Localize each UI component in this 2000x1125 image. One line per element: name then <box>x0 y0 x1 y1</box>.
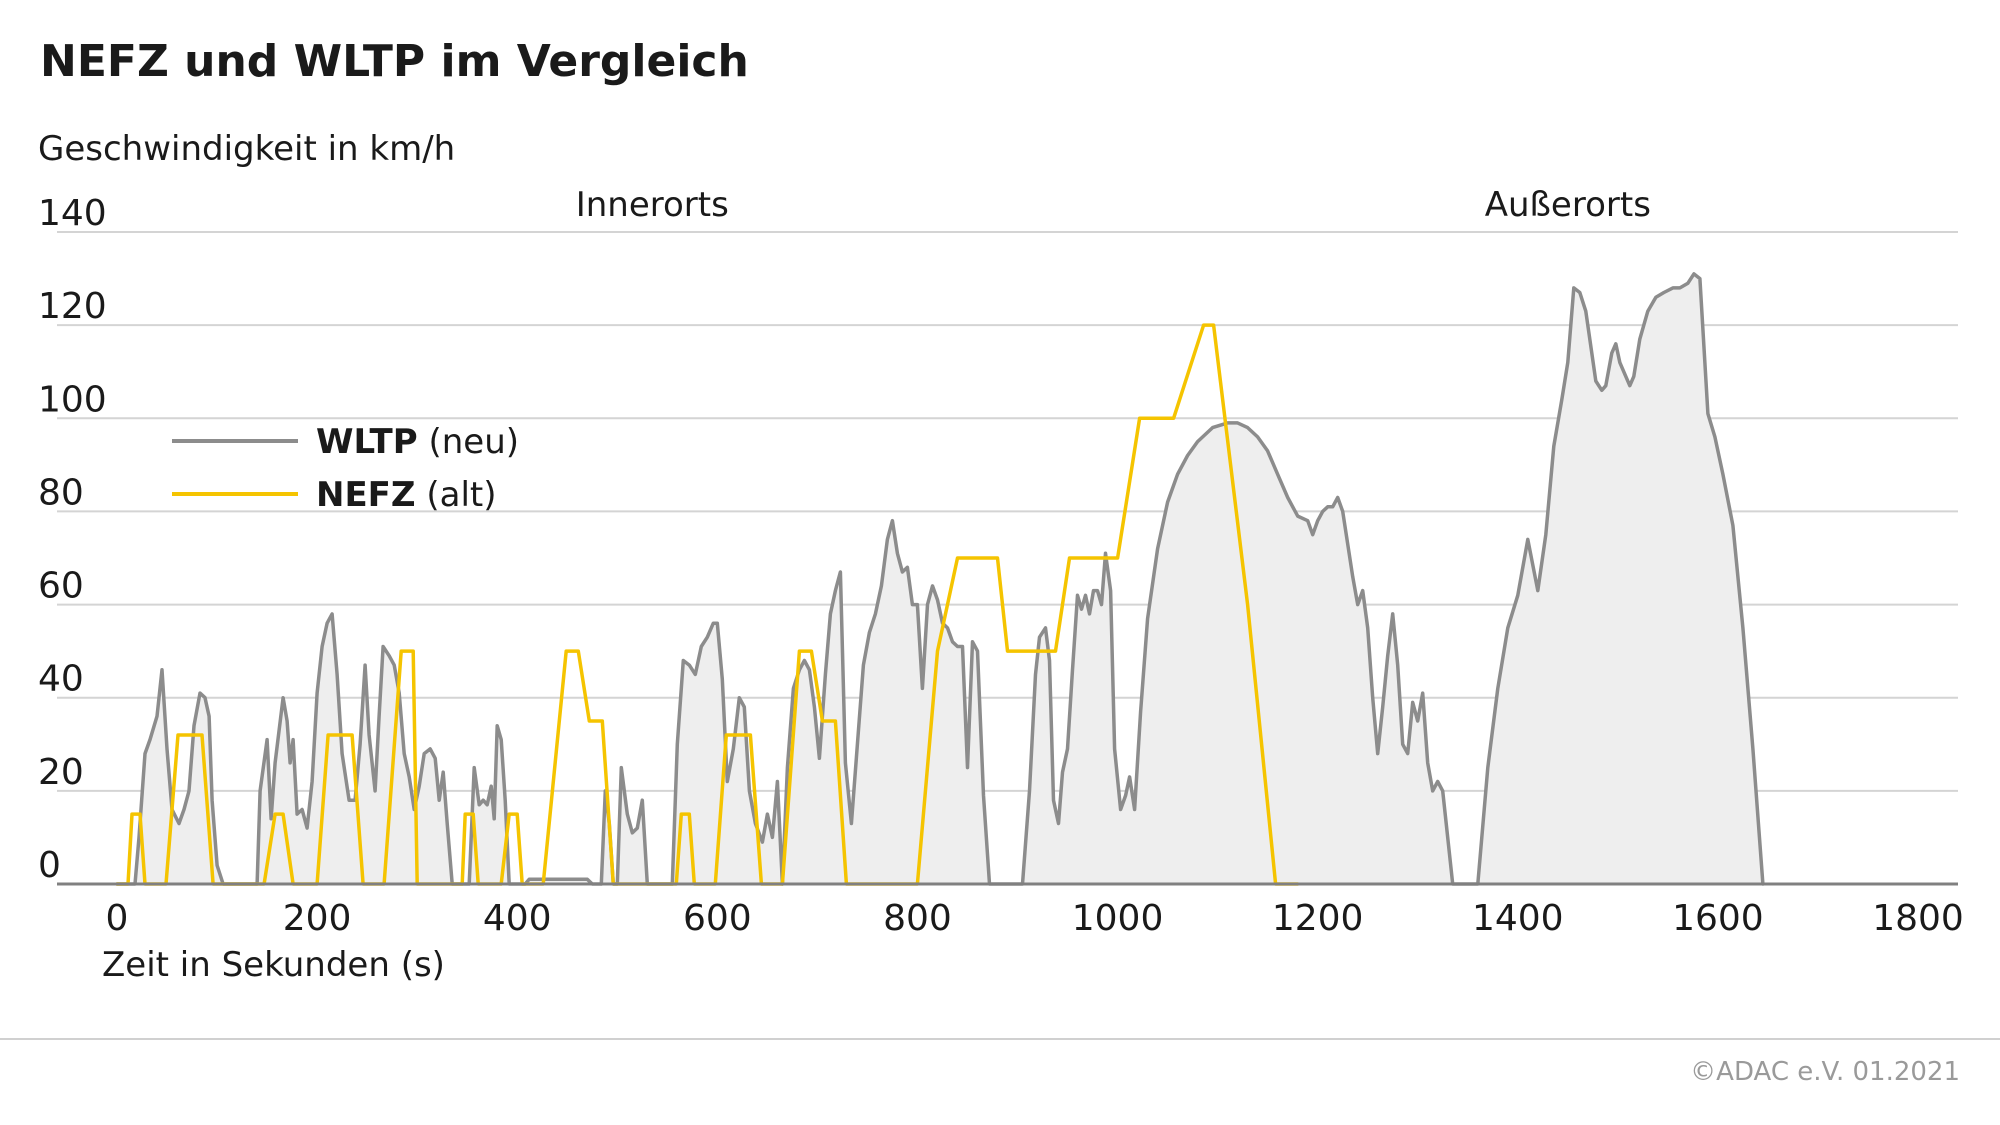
legend-note-wltp: (neu) <box>418 422 519 462</box>
y-tick-label-20: 20 <box>38 752 84 793</box>
x-tick-label-1600: 1600 <box>1672 898 1764 939</box>
footer-credit: ©ADAC e.V. 01.2021 <box>1690 1057 1960 1087</box>
y-tick-label-120: 120 <box>38 286 107 327</box>
x-tick-label-1400: 1400 <box>1472 898 1564 939</box>
series-area-wltp <box>117 273 1763 884</box>
legend-label-nefz: NEFZ (alt) <box>316 475 497 515</box>
y-tick-label-100: 100 <box>38 379 107 420</box>
region-labels: Innerorts Außerorts <box>576 185 1651 225</box>
y-tick-label-40: 40 <box>38 659 84 700</box>
legend-label-wltp: WLTP (neu) <box>316 422 519 462</box>
x-tick-label-0: 0 <box>106 898 129 939</box>
y-tick-label-60: 60 <box>38 566 84 607</box>
series-layer <box>115 272 1765 886</box>
y-axis-title: Geschwindigkeit in km/h <box>38 129 455 169</box>
y-tick-label-140: 140 <box>38 193 107 234</box>
x-tick-label-1200: 1200 <box>1272 898 1364 939</box>
y-axis-ticks: 0 20 40 60 80 100 120 140 <box>38 193 107 886</box>
x-tick-label-800: 800 <box>883 898 952 939</box>
x-tick-label-1800: 1800 <box>1872 898 1964 939</box>
x-tick-label-400: 400 <box>483 898 552 939</box>
series-line-wltp <box>115 272 1765 886</box>
region-label-2: Außerorts <box>1485 185 1651 225</box>
legend-name-wltp: WLTP <box>316 422 418 462</box>
y-tick-label-0: 0 <box>38 845 61 886</box>
x-tick-label-1000: 1000 <box>1072 898 1164 939</box>
legend: WLTP (neu)NEFZ (alt) <box>172 422 519 515</box>
x-axis-title: Zeit in Sekunden (s) <box>102 945 445 985</box>
region-label-1: Innerorts <box>576 185 729 225</box>
legend-note-nefz: (alt) <box>416 475 497 515</box>
y-tick-label-80: 80 <box>38 472 84 513</box>
legend-name-nefz: NEFZ <box>316 475 416 515</box>
gridlines <box>57 231 1958 792</box>
x-axis-ticks: 0 200 400 600 800 1000 1200 1400 1600 1800 <box>106 898 1964 939</box>
x-tick-label-200: 200 <box>283 898 352 939</box>
x-tick-label-600: 600 <box>683 898 752 939</box>
chart-title: NEFZ und WLTP im Vergleich <box>40 36 749 87</box>
